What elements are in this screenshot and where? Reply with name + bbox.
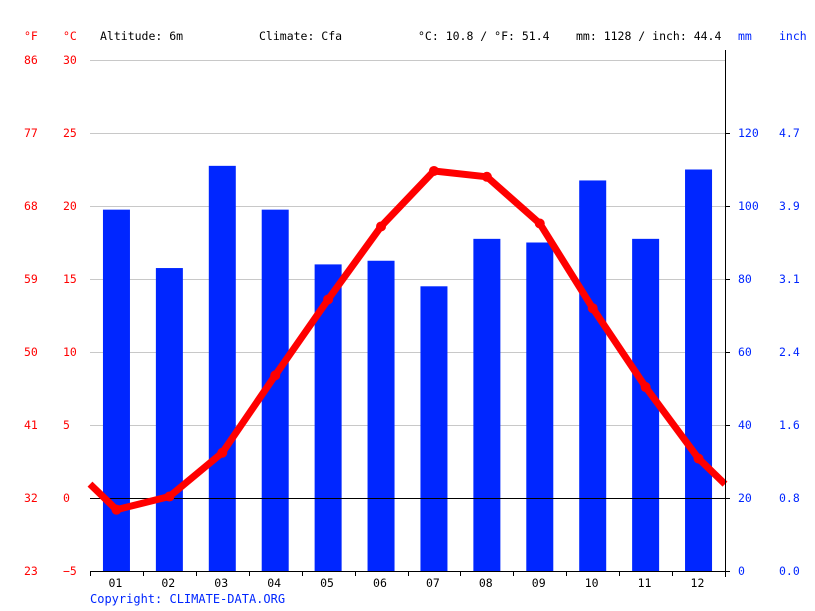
precipitation-bar bbox=[102, 209, 130, 571]
mm-unit-label: mm bbox=[738, 29, 752, 43]
climate-label: Climate: Cfa bbox=[259, 29, 343, 43]
total-precipitation-label: mm: 1128 / inch: 44.4 bbox=[576, 29, 722, 43]
mm-tick: 120 bbox=[738, 126, 759, 140]
mm-tick: 40 bbox=[738, 418, 752, 432]
month-label: 06 bbox=[373, 576, 387, 590]
c-tick: 15 bbox=[63, 272, 77, 286]
inch-tick: 0.0 bbox=[779, 564, 800, 578]
temperature-point bbox=[270, 370, 281, 381]
temperature-point bbox=[376, 221, 387, 232]
mm-tick: 20 bbox=[738, 491, 752, 505]
mm-tick: 60 bbox=[738, 345, 752, 359]
celsius-unit-label: °C bbox=[63, 29, 77, 43]
inch-unit-label: inch bbox=[779, 29, 807, 43]
month-label: 07 bbox=[425, 576, 440, 590]
precipitation-bar bbox=[208, 165, 236, 571]
f-tick: 50 bbox=[24, 345, 38, 359]
month-label: 11 bbox=[637, 576, 652, 590]
precipitation-bar bbox=[473, 238, 501, 571]
month-label: 03 bbox=[214, 576, 229, 590]
month-label: 08 bbox=[478, 576, 493, 590]
temperature-point bbox=[481, 171, 492, 182]
precipitation-bar bbox=[420, 286, 448, 571]
inch-tick: 4.7 bbox=[779, 126, 800, 140]
f-tick: 77 bbox=[24, 126, 38, 140]
temperature-point bbox=[587, 303, 598, 314]
inch-tick: 2.4 bbox=[779, 345, 800, 359]
temperature-point bbox=[217, 447, 228, 458]
c-tick: 30 bbox=[63, 53, 77, 67]
f-tick: 32 bbox=[24, 491, 38, 505]
temperature-point bbox=[164, 491, 175, 502]
gridlines bbox=[90, 60, 725, 426]
inch-tick: 1.6 bbox=[779, 418, 800, 432]
mm-tick: 100 bbox=[738, 199, 759, 213]
altitude-label: Altitude: 6m bbox=[100, 29, 184, 43]
precipitation-bar bbox=[155, 268, 183, 571]
precipitation-bars bbox=[102, 165, 713, 571]
fahrenheit-unit-label: °F bbox=[24, 29, 38, 43]
f-tick: 23 bbox=[24, 564, 38, 578]
inch-tick: 3.9 bbox=[779, 199, 800, 213]
temperature-point bbox=[640, 382, 651, 393]
f-tick: 86 bbox=[24, 53, 38, 67]
inch-tick: 0.8 bbox=[779, 491, 800, 505]
precipitation-bar bbox=[579, 180, 607, 571]
copyright-link[interactable]: Copyright: CLIMATE-DATA.ORG bbox=[90, 592, 286, 606]
temperature-point bbox=[428, 165, 439, 176]
f-tick: 68 bbox=[24, 199, 38, 213]
temperature-point bbox=[323, 294, 334, 305]
month-label: 09 bbox=[531, 576, 546, 590]
mm-tick: 80 bbox=[738, 272, 752, 286]
temperature-point bbox=[111, 504, 122, 515]
c-tick: −5 bbox=[63, 564, 77, 578]
month-label: 10 bbox=[584, 576, 599, 590]
month-label: 04 bbox=[267, 576, 282, 590]
c-tick: 25 bbox=[63, 126, 77, 140]
temperature-point bbox=[693, 453, 704, 464]
temperature-polyline bbox=[87, 167, 728, 514]
c-tick: 5 bbox=[63, 418, 70, 432]
precipitation-bar bbox=[526, 242, 554, 571]
temperature-line bbox=[87, 165, 728, 515]
month-label: 05 bbox=[320, 576, 334, 590]
inch-tick: 3.1 bbox=[779, 272, 800, 286]
average-temperature-label: °C: 10.8 / °F: 51.4 bbox=[418, 29, 550, 43]
mm-tick: 0 bbox=[738, 564, 745, 578]
chart-axes bbox=[90, 50, 730, 577]
f-tick: 41 bbox=[24, 418, 38, 432]
month-label: 02 bbox=[161, 576, 176, 590]
month-label: 12 bbox=[690, 576, 705, 590]
temperature-point bbox=[534, 218, 545, 229]
f-tick: 59 bbox=[24, 272, 38, 286]
precipitation-bar bbox=[685, 169, 713, 571]
month-label: 01 bbox=[108, 576, 123, 590]
c-tick: 0 bbox=[63, 491, 70, 505]
precipitation-bar bbox=[367, 260, 395, 571]
c-tick: 10 bbox=[63, 345, 77, 359]
c-tick: 20 bbox=[63, 199, 77, 213]
